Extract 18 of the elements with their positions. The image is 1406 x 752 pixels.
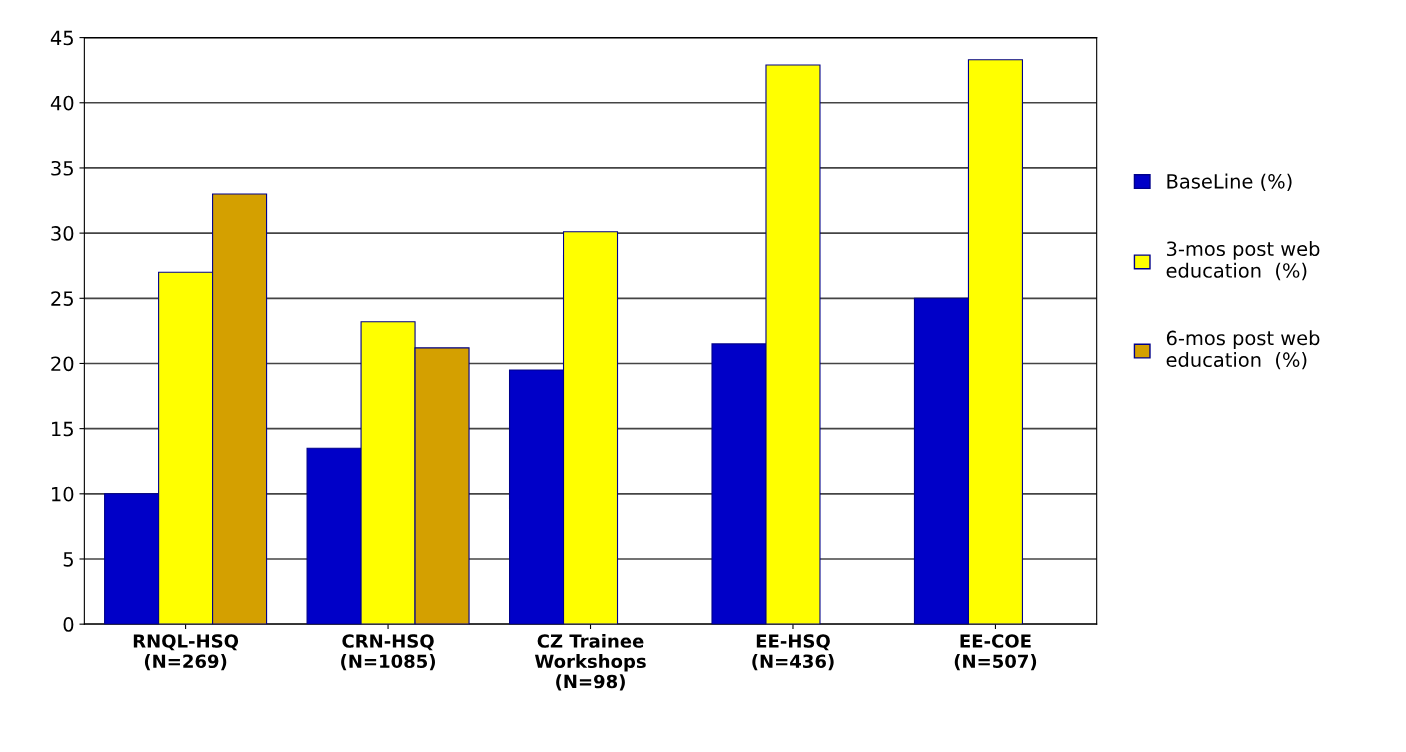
x-tick-label: RNQL-HSQ (N=269) xyxy=(133,634,239,671)
x-tick-label: CZ Trainee Workshops (N=98) xyxy=(534,633,646,691)
y-tick-label: 45 xyxy=(50,30,73,46)
x-tick-label: EE-COE (N=507) xyxy=(954,634,1037,671)
y-tick-label: 35 xyxy=(51,160,73,176)
x-tick-label: CRN-HSQ (N=1085) xyxy=(341,634,435,671)
legend-label: 6-mos post web education (%) xyxy=(1166,330,1320,370)
y-tick-label: 10 xyxy=(52,486,74,502)
y-tick-label: 20 xyxy=(51,356,74,372)
legend-label: 3-mos post web education (%) xyxy=(1166,241,1320,281)
x-tick-label: EE-HSQ (N=436) xyxy=(752,634,834,671)
y-tick-label: 0 xyxy=(63,617,74,632)
y-tick-label: 5 xyxy=(63,552,73,567)
y-tick-label: 40 xyxy=(50,95,74,111)
y-tick-label: 25 xyxy=(51,291,73,306)
legend-label: BaseLine (%) xyxy=(1167,173,1292,191)
y-tick-label: 30 xyxy=(51,226,74,241)
y-tick-label: 15 xyxy=(52,421,73,437)
